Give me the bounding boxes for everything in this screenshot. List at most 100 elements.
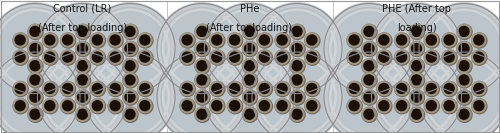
Circle shape xyxy=(244,109,254,119)
Circle shape xyxy=(90,50,104,64)
Circle shape xyxy=(472,99,486,113)
Circle shape xyxy=(138,50,153,65)
Circle shape xyxy=(94,13,166,85)
Text: loading): loading) xyxy=(396,23,436,33)
Circle shape xyxy=(110,52,120,62)
Circle shape xyxy=(30,61,40,71)
Circle shape xyxy=(394,33,408,47)
Circle shape xyxy=(426,52,436,62)
Circle shape xyxy=(45,35,55,45)
Circle shape xyxy=(290,24,305,39)
Circle shape xyxy=(410,59,424,74)
Circle shape xyxy=(444,84,454,93)
Circle shape xyxy=(210,33,224,47)
Circle shape xyxy=(60,50,74,64)
Circle shape xyxy=(472,50,487,65)
Circle shape xyxy=(258,99,272,113)
Circle shape xyxy=(76,107,90,121)
Circle shape xyxy=(195,90,210,105)
Circle shape xyxy=(424,33,438,47)
Circle shape xyxy=(0,5,79,93)
Circle shape xyxy=(78,75,88,85)
Circle shape xyxy=(166,61,238,133)
Circle shape xyxy=(290,107,305,122)
Circle shape xyxy=(30,43,40,54)
Circle shape xyxy=(13,33,28,48)
Circle shape xyxy=(412,61,422,71)
Circle shape xyxy=(212,35,222,45)
Circle shape xyxy=(60,99,76,114)
Circle shape xyxy=(166,13,238,85)
Circle shape xyxy=(43,33,58,48)
Circle shape xyxy=(459,75,469,85)
Circle shape xyxy=(258,50,272,64)
Circle shape xyxy=(253,53,341,133)
Circle shape xyxy=(410,90,424,105)
Circle shape xyxy=(228,33,241,47)
Circle shape xyxy=(442,82,457,97)
Circle shape xyxy=(347,50,362,65)
Circle shape xyxy=(412,75,422,85)
Circle shape xyxy=(347,33,362,48)
Circle shape xyxy=(140,35,150,45)
Circle shape xyxy=(28,59,43,74)
Circle shape xyxy=(180,82,194,95)
Circle shape xyxy=(459,109,469,119)
Circle shape xyxy=(90,99,104,113)
Circle shape xyxy=(230,52,239,62)
Circle shape xyxy=(410,107,424,122)
Circle shape xyxy=(13,50,28,65)
Circle shape xyxy=(457,90,472,105)
Circle shape xyxy=(396,35,406,45)
Circle shape xyxy=(125,109,135,119)
Circle shape xyxy=(442,99,457,114)
Circle shape xyxy=(347,82,362,97)
Circle shape xyxy=(28,107,43,122)
Circle shape xyxy=(110,35,120,45)
Circle shape xyxy=(110,84,120,93)
Circle shape xyxy=(377,82,392,97)
Circle shape xyxy=(457,24,471,38)
Circle shape xyxy=(182,84,192,93)
Circle shape xyxy=(377,82,391,95)
Circle shape xyxy=(242,41,258,57)
Circle shape xyxy=(396,84,406,93)
Circle shape xyxy=(305,82,319,95)
Circle shape xyxy=(195,24,210,39)
Circle shape xyxy=(125,92,135,102)
Circle shape xyxy=(347,50,361,64)
Circle shape xyxy=(275,82,289,95)
Circle shape xyxy=(244,61,254,71)
Circle shape xyxy=(195,41,210,57)
Circle shape xyxy=(242,24,256,38)
Circle shape xyxy=(364,109,374,119)
Circle shape xyxy=(275,99,290,114)
Circle shape xyxy=(195,59,209,73)
Circle shape xyxy=(195,107,210,122)
Circle shape xyxy=(230,101,239,111)
Circle shape xyxy=(474,52,484,62)
Circle shape xyxy=(277,35,287,45)
Circle shape xyxy=(43,50,58,65)
Circle shape xyxy=(13,99,28,114)
Circle shape xyxy=(290,107,304,121)
Circle shape xyxy=(140,84,150,93)
Circle shape xyxy=(472,82,486,95)
Circle shape xyxy=(457,90,471,104)
Circle shape xyxy=(444,35,454,45)
Circle shape xyxy=(290,59,305,74)
Circle shape xyxy=(362,59,377,74)
Circle shape xyxy=(457,107,472,122)
Circle shape xyxy=(410,24,424,38)
Circle shape xyxy=(396,52,406,62)
Circle shape xyxy=(197,109,207,119)
Circle shape xyxy=(424,50,440,65)
Circle shape xyxy=(362,41,377,57)
Circle shape xyxy=(108,82,122,95)
Circle shape xyxy=(38,5,126,93)
Circle shape xyxy=(230,35,239,45)
Circle shape xyxy=(410,107,424,121)
Circle shape xyxy=(394,99,408,113)
Circle shape xyxy=(457,24,472,39)
Circle shape xyxy=(258,99,272,114)
